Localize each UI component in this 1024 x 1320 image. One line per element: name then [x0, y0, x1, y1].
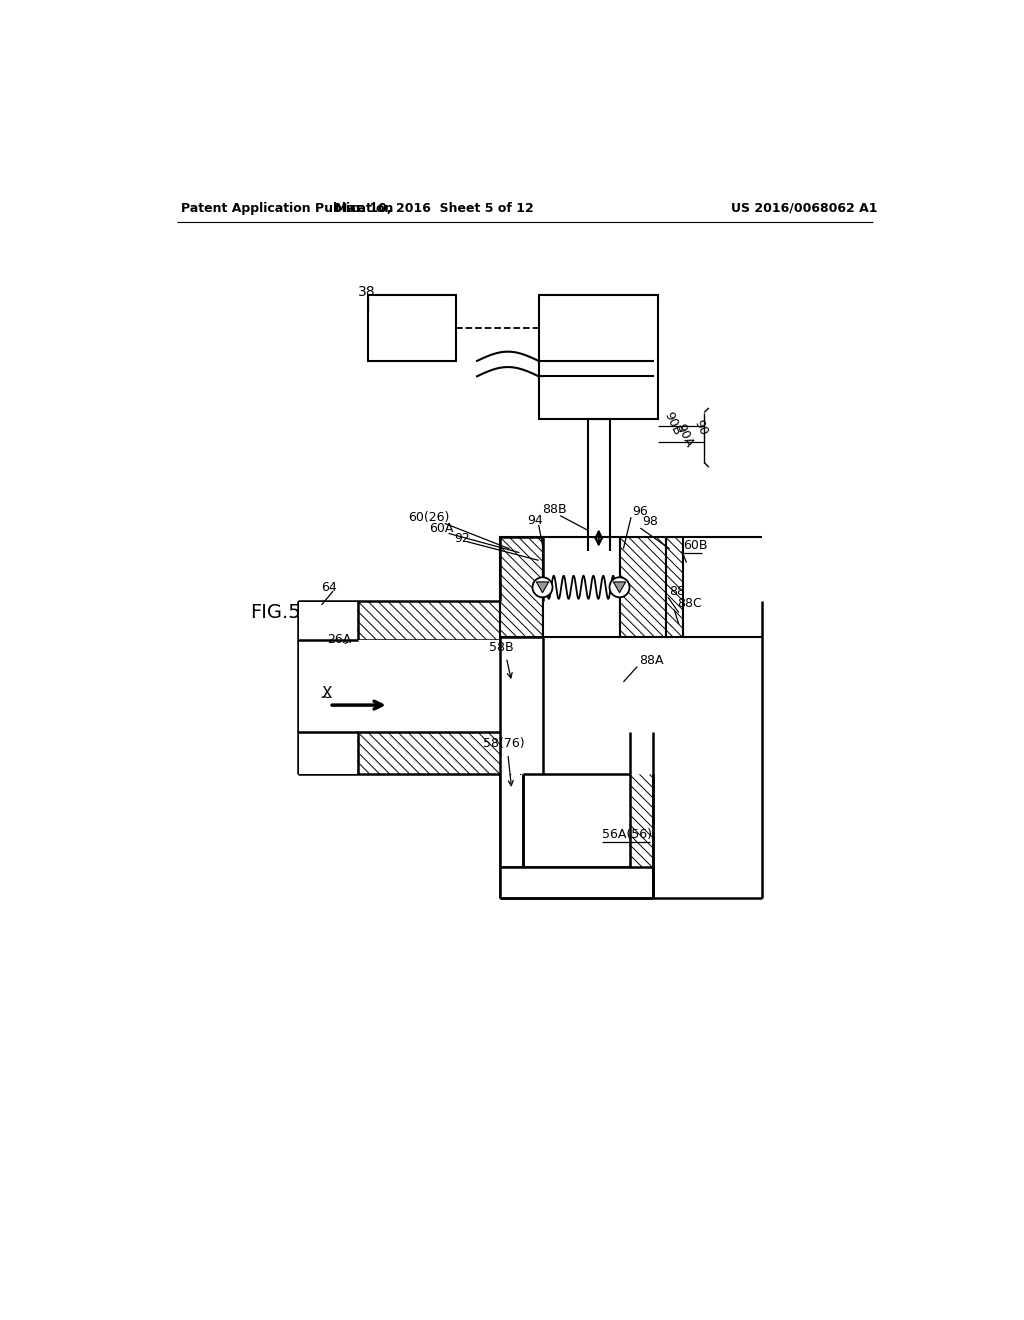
Text: 60(26): 60(26)	[408, 511, 450, 524]
Text: 94: 94	[527, 513, 543, 527]
Text: 58(76): 58(76)	[483, 737, 525, 750]
Bar	[500, 537, 543, 638]
Text: FIG.5: FIG.5	[250, 603, 301, 622]
Text: 58B: 58B	[488, 640, 513, 653]
Bar	[501, 775, 522, 866]
Text: X: X	[322, 686, 332, 701]
Text: 60A: 60A	[429, 521, 454, 535]
Text: 90: 90	[691, 418, 710, 438]
Text: 38: 38	[357, 285, 376, 300]
Text: 98: 98	[642, 515, 657, 528]
Bar	[620, 537, 666, 638]
Text: 88A: 88A	[639, 653, 664, 667]
Bar	[368, 296, 457, 360]
Circle shape	[609, 577, 630, 597]
Text: 56A(56): 56A(56)	[602, 828, 652, 841]
Text: 96: 96	[633, 504, 648, 517]
Text: 60B: 60B	[683, 539, 708, 552]
Bar	[501, 867, 652, 896]
Text: US 2016/0068062 A1: US 2016/0068062 A1	[731, 202, 878, 215]
Bar	[299, 640, 500, 731]
Circle shape	[532, 577, 553, 597]
Text: 90A: 90A	[674, 422, 695, 449]
Bar	[543, 537, 620, 638]
Bar	[299, 602, 357, 774]
Text: 88C: 88C	[677, 597, 702, 610]
Text: Mar. 10, 2016  Sheet 5 of 12: Mar. 10, 2016 Sheet 5 of 12	[335, 202, 535, 215]
Bar	[539, 296, 658, 418]
Polygon shape	[537, 582, 549, 593]
Text: 64: 64	[322, 581, 337, 594]
Text: 26A: 26A	[327, 634, 351, 647]
Text: 88: 88	[670, 585, 685, 598]
Text: 92: 92	[454, 532, 470, 545]
Polygon shape	[613, 582, 626, 593]
Text: 88B: 88B	[543, 503, 567, 516]
Text: ~: ~	[319, 690, 331, 705]
Text: 90B: 90B	[662, 411, 684, 438]
Bar	[666, 537, 683, 638]
Text: Patent Application Publication: Patent Application Publication	[180, 202, 393, 215]
